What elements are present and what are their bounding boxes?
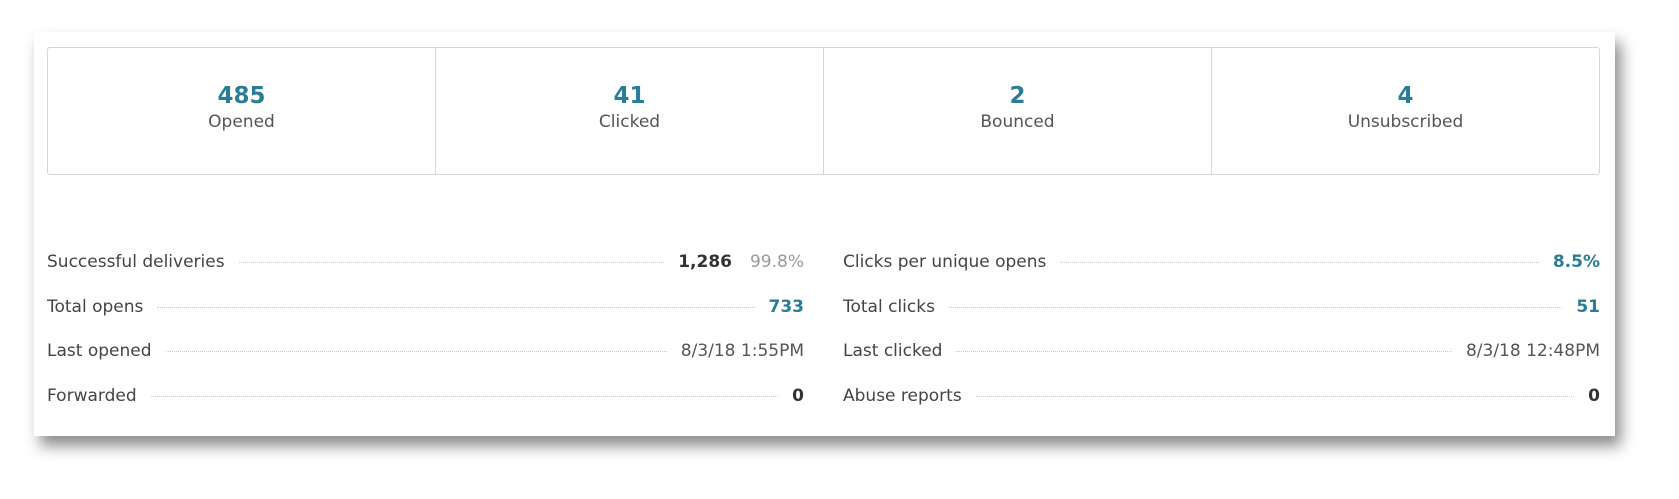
leader xyxy=(165,351,667,352)
leader xyxy=(948,306,1563,308)
row-value-group: 1,286 99.8% xyxy=(678,252,804,272)
row-value: 51 xyxy=(1576,296,1600,317)
row-label: Total clicks xyxy=(843,296,935,317)
stat-row: Forwarded 0 xyxy=(47,386,804,431)
row-value-group: 0 xyxy=(792,386,804,406)
stat-value: 4 xyxy=(1397,83,1414,109)
row-value: 8.5% xyxy=(1552,252,1600,272)
stat-cell: 4 Unsubscribed xyxy=(1211,48,1599,174)
row-label: Successful deliveries xyxy=(47,252,225,272)
stat-value: 41 xyxy=(613,83,646,109)
row-label: Abuse reports xyxy=(843,385,962,406)
row-value-group: 733 xyxy=(769,297,805,317)
row-label: Total opens xyxy=(47,296,144,317)
row-value-group: 8/3/18 12:48PM xyxy=(1466,341,1600,361)
stat-row: Successful deliveries 1,286 99.8% xyxy=(47,252,804,297)
leader xyxy=(157,306,755,308)
row-value-group: 8/3/18 1:55PM xyxy=(681,341,804,361)
row-value: 733 xyxy=(768,296,805,317)
stat-row: Last opened 8/3/18 1:55PM xyxy=(47,341,804,386)
row-value-group: 0 xyxy=(1588,386,1600,406)
leader xyxy=(975,395,1575,397)
leader xyxy=(956,351,1452,352)
stat-row: Last clicked 8/3/18 12:48PM xyxy=(843,341,1600,386)
row-value: 1,286 xyxy=(678,252,732,272)
left-column: Successful deliveries 1,286 99.8% Total ope… xyxy=(47,252,804,430)
stats-bar: 485 Opened 41 Clicked 2 Bounced 4 Unsubscribed xyxy=(47,47,1600,175)
row-value-group: 8.5% xyxy=(1553,252,1600,272)
stat-row: Abuse reports 0 xyxy=(843,386,1600,431)
stat-label: Clicked xyxy=(598,112,661,132)
stat-value: 2 xyxy=(1009,83,1026,109)
stat-cell: 485 Opened xyxy=(48,48,435,174)
row-percent: 99.8% xyxy=(749,252,804,272)
stat-label: Opened xyxy=(208,112,275,132)
right-column: Clicks per unique opens 8.5% Total clicks 5… xyxy=(843,252,1600,430)
row-value: 0 xyxy=(1588,385,1600,406)
stat-row: Total clicks 51 xyxy=(843,297,1600,342)
leader xyxy=(1060,262,1539,263)
stat-row: Total opens 733 xyxy=(47,297,804,342)
row-value: 8/3/18 12:48PM xyxy=(1465,341,1600,361)
row-value: 0 xyxy=(792,385,804,406)
stat-label: Bounced xyxy=(980,112,1055,132)
row-label: Last opened xyxy=(47,341,152,361)
leader xyxy=(238,262,665,263)
stat-row: Clicks per unique opens 8.5% xyxy=(843,252,1600,297)
row-value-group: 51 xyxy=(1576,297,1600,317)
report-card: 485 Opened 41 Clicked 2 Bounced 4 Unsubscribed … xyxy=(34,32,1615,436)
row-value: 8/3/18 1:55PM xyxy=(680,341,804,361)
row-label: Forwarded xyxy=(47,385,137,406)
row-label: Last clicked xyxy=(843,341,943,361)
leader xyxy=(150,395,779,397)
stat-label: Unsubscribed xyxy=(1347,112,1464,132)
row-label: Clicks per unique opens xyxy=(843,252,1047,272)
stat-value: 485 xyxy=(217,83,266,109)
stat-cell: 41 Clicked xyxy=(435,48,823,174)
stat-cell: 2 Bounced xyxy=(823,48,1211,174)
